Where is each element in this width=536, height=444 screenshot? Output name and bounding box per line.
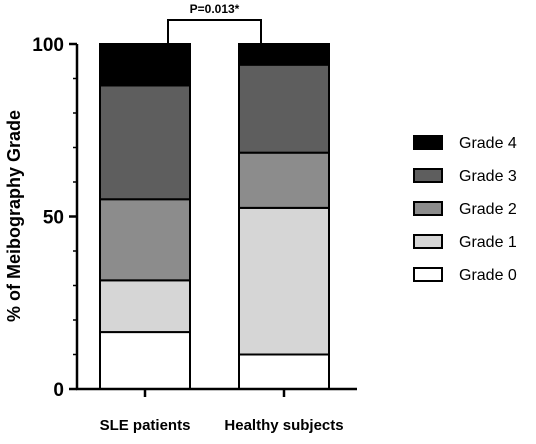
legend-label: Grade 2 [459,201,517,218]
legend-label: Grade 1 [459,234,517,251]
y-tick-label: 0 [53,380,64,401]
legend-swatch [413,201,443,216]
bar-segment-grade-2 [238,151,330,209]
x-ticks-group: SLE patients Healthy subjects [100,389,344,434]
x-tick-label: SLE patients [100,417,191,434]
significance-bracket: P=0.013* [167,2,262,44]
legend-label: Grade 0 [459,267,517,284]
bar-segment-grade-2 [99,198,191,282]
bar-segment-grade-1 [238,206,330,356]
bar-segment-grade-0 [99,331,191,391]
bars-group [99,43,330,391]
bar-segment-grade-0 [238,353,330,390]
p-value-label: P=0.013* [190,2,240,16]
legend-swatch [413,168,443,183]
bar-segment-grade-4 [238,43,330,66]
bar-segment-grade-1 [99,279,191,334]
bar-segment-grade-4 [99,43,191,87]
legend: Grade 4 Grade 3 Grade 2 Grade 1 Grade 0 [413,135,517,284]
bar-segment-grade-3 [99,84,191,201]
x-tick-label: Healthy subjects [224,417,343,434]
y-ticks-group: 0 50 100 [32,35,77,401]
y-axis-label: % of Meibography Grade [4,110,24,322]
legend-swatch [413,234,443,249]
bar-segment-grade-3 [238,63,330,154]
legend-swatch [413,135,443,150]
legend-swatch [413,267,443,282]
legend-label: Grade 3 [459,168,517,185]
legend-label: Grade 4 [459,135,517,152]
significance-bracket-line [167,19,262,44]
y-tick-label: 50 [43,208,64,229]
y-tick-label: 100 [32,35,64,56]
